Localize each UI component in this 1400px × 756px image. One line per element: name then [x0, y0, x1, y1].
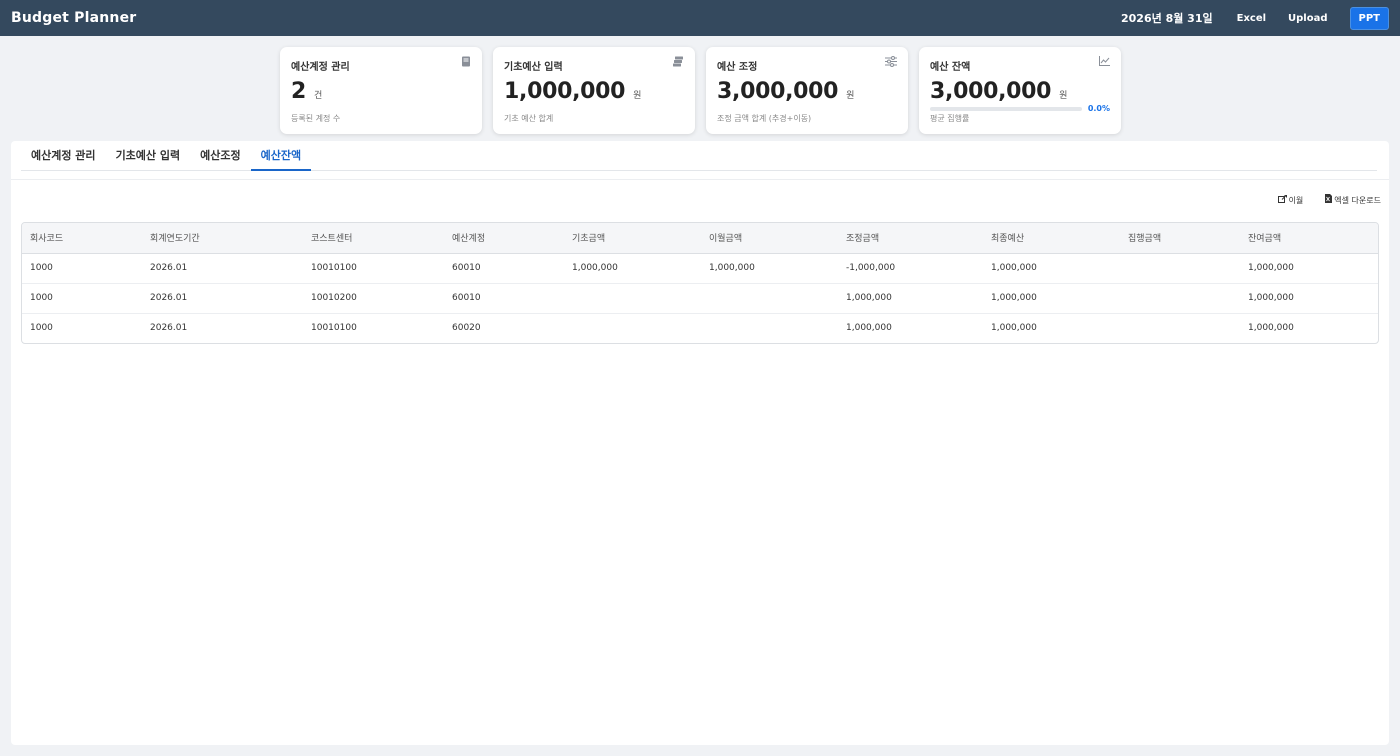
file-excel-icon [1325, 194, 1333, 206]
card-budget-adjustment[interactable]: 예산 조정 3,000,000 원 조정 금액 합계 (추경+이동) [706, 47, 908, 134]
table-header-row: 회사코드 회계연도기간 코스트센터 예산계정 기초금액 이월금액 조정금액 최종… [22, 223, 1378, 254]
table-cell: 1000 [22, 283, 142, 314]
excel-download-button[interactable]: 엑셀 다운로드 [1325, 194, 1381, 206]
budget-balance-table: 회사코드 회계연도기간 코스트센터 예산계정 기초금액 이월금액 조정금액 최종… [21, 222, 1379, 344]
tab-base-budget[interactable]: 기초예산 입력 [115, 149, 181, 162]
upload-button[interactable]: Upload [1288, 9, 1327, 28]
column-header[interactable]: 회계연도기간 [142, 223, 303, 254]
progress-label: 0.0% [1087, 104, 1110, 113]
table-cell: 1,000,000 [983, 283, 1120, 314]
column-header[interactable]: 이월금액 [701, 223, 838, 254]
tab-bar: 예산계정 관리 기초예산 입력 예산조정 예산잔액 [21, 141, 1377, 171]
transfer-label: 이월 [1288, 195, 1304, 205]
chart-icon [1099, 56, 1110, 69]
card-title: 예산계정 관리 [291, 62, 350, 73]
tab-account-management[interactable]: 예산계정 관리 [31, 149, 96, 162]
column-header[interactable]: 회사코드 [22, 223, 142, 254]
table-cell: 10010100 [303, 253, 444, 284]
table-cell: 10010200 [303, 283, 444, 314]
ppt-button[interactable]: PPT [1349, 6, 1389, 30]
table-cell [1120, 313, 1240, 343]
card-unit: 원 [1059, 91, 1068, 101]
card-subtitle: 기초 예산 합계 [504, 114, 554, 123]
top-bar: Budget Planner 2026년 8월 31일 Excel Upload… [0, 0, 1400, 36]
table-cell [701, 283, 838, 314]
table-cell: 1000 [22, 253, 142, 284]
table-cell: 2026.01 [142, 253, 303, 284]
table-cell: 60010 [444, 283, 564, 314]
table-cell [564, 283, 701, 314]
table-row[interactable]: 1000 2026.01 10010200 60010 1,000,000 1,… [22, 283, 1378, 314]
summary-cards: 예산계정 관리 2 건 등록된 계정 수 기초예산 입력 1,000,000 원… [280, 47, 1121, 134]
book-icon [461, 56, 471, 70]
table-row[interactable]: 1000 2026.01 10010100 60010 1,000,000 1,… [22, 253, 1378, 284]
table-cell: -1,000,000 [838, 253, 983, 284]
card-unit: 원 [633, 91, 642, 101]
column-header[interactable]: 코스트센터 [303, 223, 444, 254]
table-cell: 1,000,000 [1248, 323, 1294, 334]
card-subtitle: 평균 집행률 [930, 114, 970, 123]
table-cell: 1,000,000 [838, 283, 983, 314]
card-subtitle: 조정 금액 합계 (추경+이동) [717, 114, 812, 123]
column-header[interactable]: 잔여금액 [1240, 223, 1378, 254]
card-title: 예산 잔액 [930, 62, 971, 73]
card-title: 예산 조정 [717, 62, 758, 73]
table-cell: 1,000,000 [564, 253, 701, 284]
card-unit: 원 [846, 91, 855, 101]
table-cell: 60010 [444, 253, 564, 284]
card-value: 2 [291, 79, 307, 104]
table-cell: 60020 [452, 323, 481, 334]
table-cell: 1,000,000 [991, 323, 1037, 334]
divider [11, 179, 1389, 180]
share-icon [1277, 194, 1287, 206]
execution-progress: 0.0% [930, 104, 1110, 113]
tab-budget-adjustment[interactable]: 예산조정 [200, 149, 241, 162]
table-cell: 10010100 [311, 323, 357, 334]
table-cell: 1,000,000 [701, 253, 838, 284]
card-unit: 건 [314, 91, 323, 101]
sliders-icon [885, 56, 897, 70]
card-value: 3,000,000 [930, 79, 1052, 104]
app-title: Budget Planner [11, 10, 137, 26]
card-subtitle: 등록된 계정 수 [291, 114, 341, 123]
table-toolbar: 이월 엑셀 다운로드 [1277, 194, 1381, 206]
transfer-button[interactable]: 이월 [1277, 194, 1304, 206]
main-panel: 예산계정 관리 기초예산 입력 예산조정 예산잔액 이월 엑셀 다운로드 회사 [11, 141, 1389, 745]
table-cell: 1,000,000 [846, 323, 892, 334]
table-cell [1120, 283, 1240, 314]
table-cell: 1,000,000 [1240, 253, 1378, 284]
table-cell: 2026.01 [150, 323, 188, 334]
table-cell: 1,000,000 [983, 253, 1120, 284]
progress-track [930, 106, 1082, 111]
card-budget-balance[interactable]: 예산 잔액 3,000,000 원 0.0% 평균 집행률 [919, 47, 1121, 134]
excel-button[interactable]: Excel [1237, 9, 1266, 28]
card-value: 3,000,000 [717, 79, 839, 104]
column-header[interactable]: 최종예산 [983, 223, 1120, 254]
card-value: 1,000,000 [504, 79, 626, 104]
table-cell: 1,000,000 [1240, 283, 1378, 314]
tab-budget-balance[interactable]: 예산잔액 [250, 141, 312, 171]
current-date: 2026년 8월 31일 [1121, 12, 1213, 25]
card-title: 기초예산 입력 [504, 62, 563, 73]
table-cell [564, 313, 701, 343]
table-cell: 2026.01 [142, 283, 303, 314]
column-header[interactable]: 예산계정 [444, 223, 564, 254]
column-header[interactable]: 조정금액 [838, 223, 983, 254]
table-cell: 1000 [30, 323, 53, 334]
card-base-budget[interactable]: 기초예산 입력 1,000,000 원 기초 예산 합계 [493, 47, 695, 134]
table-cell [701, 313, 838, 343]
header-actions: 2026년 8월 31일 Excel Upload PPT [1121, 6, 1389, 30]
column-header[interactable]: 집행금액 [1120, 223, 1240, 254]
stack-icon [673, 56, 684, 70]
table-row[interactable]: 1000 2026.01 10010100 60020 1,000,000 1,… [22, 313, 1378, 343]
column-header[interactable]: 기초금액 [564, 223, 701, 254]
excel-download-label: 엑셀 다운로드 [1334, 195, 1381, 205]
table-cell [1120, 253, 1240, 284]
card-account-management[interactable]: 예산계정 관리 2 건 등록된 계정 수 [280, 47, 482, 134]
